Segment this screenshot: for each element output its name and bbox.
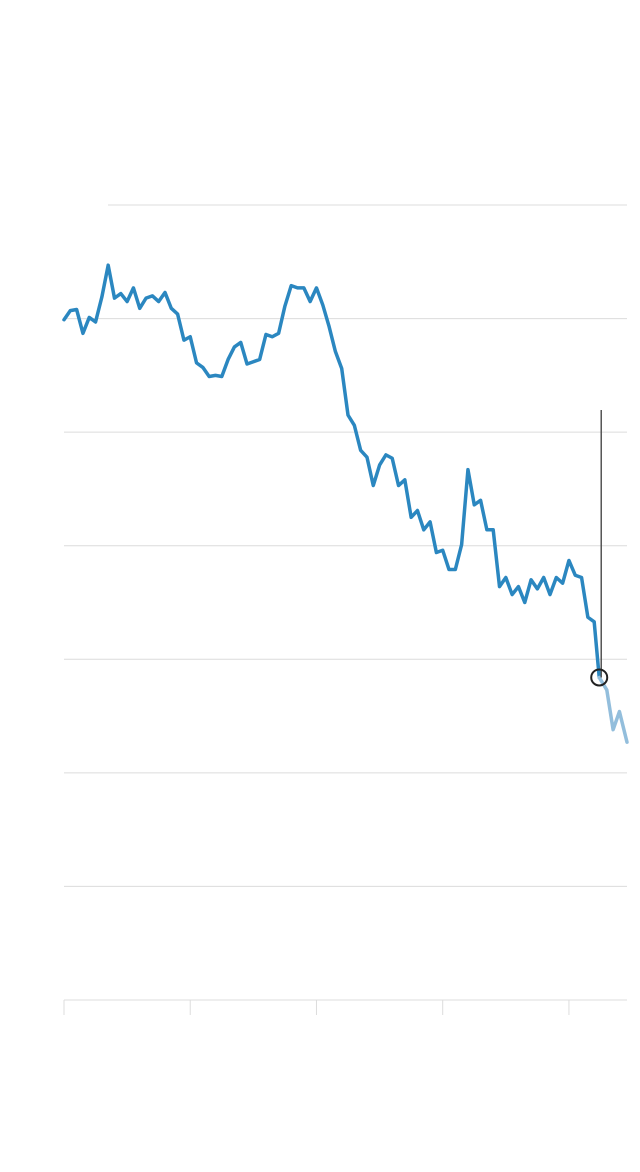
data-line [62, 263, 601, 680]
data-line [597, 675, 629, 744]
highlight-point [590, 668, 609, 687]
